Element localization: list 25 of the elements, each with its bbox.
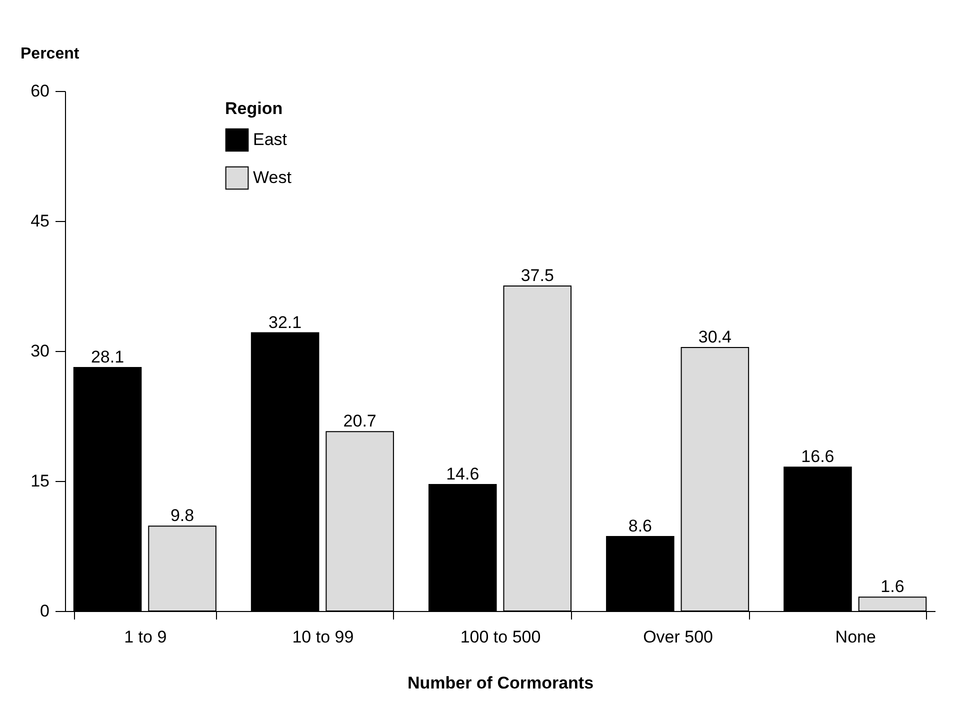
y-tick-label: 60	[30, 82, 50, 100]
legend-label: West	[253, 168, 292, 187]
x-tick-label: 1 to 9	[124, 628, 167, 646]
x-tick-label: None	[835, 628, 876, 646]
x-tick-label: Over 500	[643, 628, 714, 646]
y-tick-label: 15	[30, 472, 50, 490]
legend-title: Region	[225, 99, 283, 118]
y-tick-label: 0	[40, 602, 50, 620]
y-tick-label: 45	[30, 212, 50, 230]
y-axis-title: Percent	[20, 46, 80, 62]
data-label: 8.6	[628, 516, 652, 536]
x-axis-title: Number of Cormorants	[407, 674, 594, 692]
data-label: 28.1	[90, 347, 124, 366]
data-label: 9.8	[170, 506, 194, 526]
data-label: 14.6	[446, 464, 480, 484]
data-label: 16.6	[801, 447, 834, 466]
legend-label: East	[253, 130, 288, 149]
y-tick-label: 30	[30, 342, 50, 360]
x-tick-label: 10 to 99	[292, 628, 354, 646]
data-label: 1.6	[880, 577, 904, 596]
data-label: 30.4	[698, 328, 732, 347]
data-label: 32.1	[268, 312, 302, 332]
data-label: 20.7	[343, 412, 376, 431]
data-label: 37.5	[520, 266, 554, 285]
x-tick-label: 100 to 500	[460, 628, 541, 646]
